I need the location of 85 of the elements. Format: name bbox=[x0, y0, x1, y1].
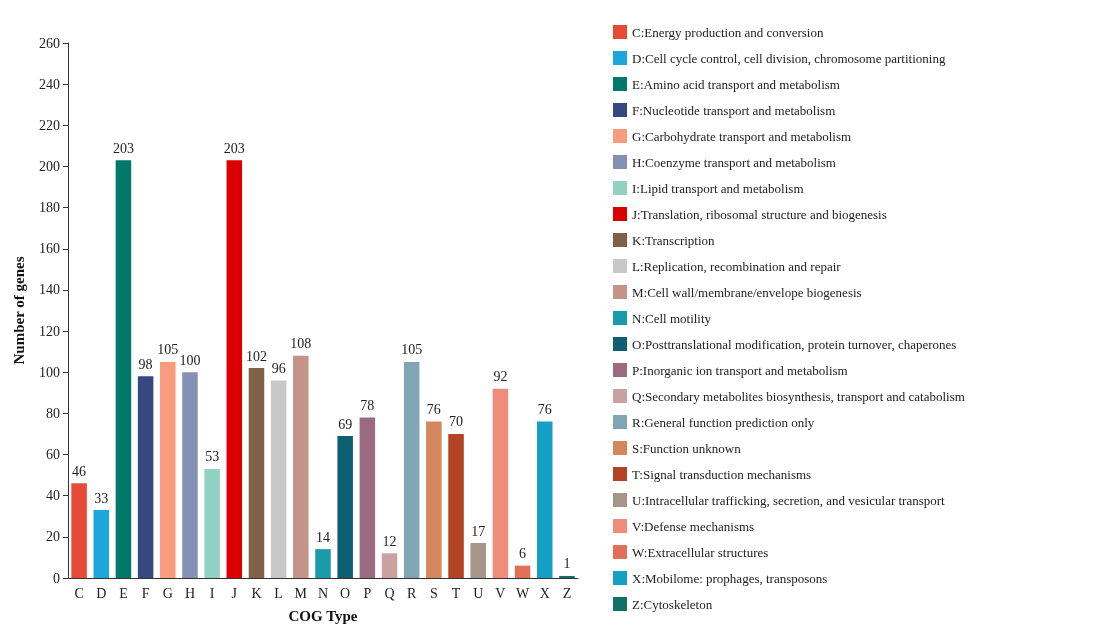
legend-label: F:Nucleotide transport and metabolism bbox=[632, 102, 836, 118]
data-label: 203 bbox=[112, 140, 134, 156]
y-tick-label: 240 bbox=[39, 76, 60, 92]
data-label: 46 bbox=[72, 463, 87, 479]
legend-label: L:Replication, recombination and repair bbox=[632, 258, 842, 274]
legend-label: V:Defense mechanisms bbox=[632, 518, 755, 534]
x-tick-label: U bbox=[473, 585, 484, 601]
data-label: 17 bbox=[471, 523, 486, 539]
x-tick-label: R bbox=[407, 585, 418, 601]
y-tick-label: 260 bbox=[39, 35, 60, 51]
x-tick-label: V bbox=[495, 585, 506, 601]
legend-label: G:Carbohydrate transport and metabolism bbox=[632, 128, 852, 144]
x-tick-label: Z bbox=[562, 585, 572, 601]
x-tick-label: C bbox=[74, 585, 84, 601]
data-label: 69 bbox=[338, 416, 353, 432]
data-label: 108 bbox=[290, 336, 312, 352]
legend-label: E:Amino acid transport and metabolism bbox=[632, 76, 840, 92]
legend-label: C:Energy production and conversion bbox=[632, 24, 824, 40]
data-label: 1 bbox=[563, 556, 571, 572]
y-tick-label: 20 bbox=[46, 529, 60, 545]
legend-label: Q:Secondary metabolites biosynthesis, transport and catabolism bbox=[632, 388, 965, 404]
x-tick-label: O bbox=[340, 585, 351, 601]
x-tick-label: Q bbox=[384, 585, 395, 601]
legend-label: R:General function prediction only bbox=[632, 414, 815, 430]
y-tick-label: 180 bbox=[39, 200, 60, 216]
x-tick-label: M bbox=[294, 585, 308, 601]
legend-label: D:Cell cycle control, cell division, chromosome partitioning bbox=[632, 50, 946, 66]
x-tick-label: J bbox=[231, 585, 238, 601]
data-label: 105 bbox=[401, 342, 423, 358]
y-tick-label: 0 bbox=[53, 570, 60, 586]
data-label: 76 bbox=[537, 402, 552, 418]
x-tick-label: I bbox=[209, 585, 215, 601]
legend-label: O:Posttranslational modification, protein turnover, chaperones bbox=[632, 336, 957, 352]
y-tick-label: 120 bbox=[39, 323, 60, 339]
legend-label: P:Inorganic ion transport and metabolism bbox=[632, 362, 848, 378]
x-tick-label: X bbox=[539, 585, 550, 601]
data-label: 6 bbox=[519, 546, 527, 562]
legend-label: S:Function unknown bbox=[632, 440, 742, 456]
y-tick-label: 80 bbox=[46, 405, 60, 421]
data-label: 203 bbox=[223, 140, 245, 156]
x-tick-label: E bbox=[119, 585, 128, 601]
data-label: 98 bbox=[138, 356, 153, 372]
x-tick-label: L bbox=[274, 585, 283, 601]
x-tick-label: F bbox=[141, 585, 150, 601]
legend-label: W:Extracellular structures bbox=[632, 544, 769, 560]
data-label: 76 bbox=[426, 402, 441, 418]
data-label: 100 bbox=[179, 352, 201, 368]
x-tick-label: S bbox=[429, 585, 438, 601]
y-tick-label: 40 bbox=[46, 488, 60, 504]
data-label: 92 bbox=[493, 369, 508, 385]
legend-label: N:Cell motility bbox=[632, 310, 712, 326]
legend-label: T:Signal transduction mechanisms bbox=[632, 466, 812, 482]
legend-label: K:Transcription bbox=[632, 232, 716, 248]
legend-label: X:Mobilome: prophages, transposons bbox=[632, 570, 828, 586]
legend-label: J:Translation, ribosomal structure and biogenesis bbox=[632, 206, 887, 222]
data-label: 96 bbox=[271, 360, 286, 376]
data-label: 33 bbox=[94, 490, 109, 506]
legend-label: I:Lipid transport and metabolism bbox=[632, 180, 804, 196]
y-tick-label: 160 bbox=[39, 241, 60, 257]
legend-label: M:Cell wall/membrane/envelope biogenesis bbox=[632, 284, 862, 300]
data-label: 53 bbox=[205, 449, 220, 465]
x-axis-title: COG Type bbox=[288, 607, 358, 624]
data-label: 70 bbox=[449, 414, 464, 430]
data-label: 102 bbox=[245, 348, 267, 364]
y-axis-title: Number of genes bbox=[10, 256, 27, 365]
data-label: 12 bbox=[382, 533, 397, 549]
x-tick-label: D bbox=[96, 585, 107, 601]
legend-label: Z:Cytoskeleton bbox=[632, 596, 713, 612]
x-tick-label: P bbox=[363, 585, 372, 601]
data-label: 105 bbox=[157, 342, 179, 358]
y-tick-label: 60 bbox=[46, 447, 60, 463]
y-tick-label: 220 bbox=[39, 117, 60, 133]
y-tick-label: 200 bbox=[39, 158, 60, 174]
x-tick-label: H bbox=[184, 585, 196, 601]
legend-label: U:Intracellular trafficking, secretion, and vesicular transport bbox=[632, 492, 946, 508]
x-tick-label: K bbox=[251, 585, 262, 601]
x-tick-label: W bbox=[515, 585, 530, 601]
y-tick-label: 100 bbox=[39, 364, 60, 380]
x-tick-label: G bbox=[162, 585, 173, 601]
data-label: 14 bbox=[316, 529, 330, 545]
y-tick-label: 140 bbox=[39, 282, 60, 298]
data-label: 78 bbox=[360, 398, 375, 413]
x-tick-label: N bbox=[317, 585, 329, 601]
legend-label: H:Coenzyme transport and metabolism bbox=[632, 154, 836, 170]
x-tick-label: T bbox=[451, 585, 461, 601]
